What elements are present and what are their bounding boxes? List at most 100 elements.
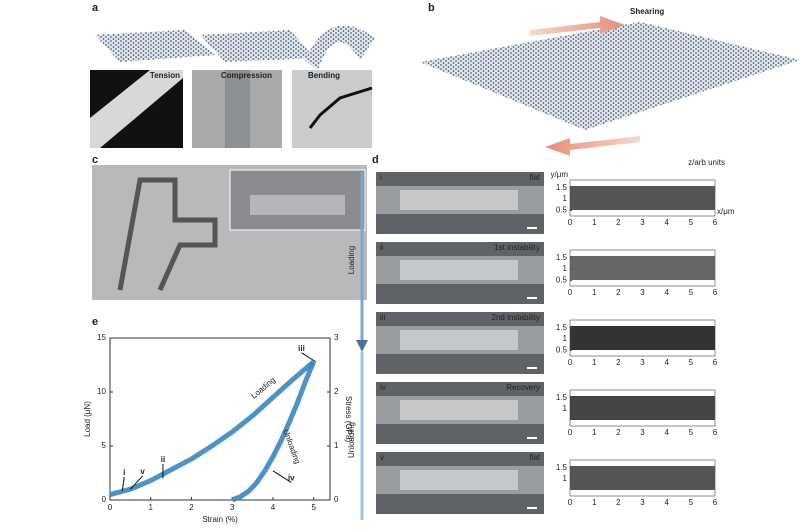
x-tick-label: 4 [664,358,669,367]
y-tick-label: 1 [563,264,568,273]
x-tick-label: 3 [230,503,235,512]
x-tick-label: 1 [592,218,597,227]
curve [231,360,317,503]
curve [109,359,316,498]
panel-label: c [92,154,98,166]
x-tick-label: 2 [616,288,621,297]
lattice-sheet [420,22,800,130]
y2-tick-label: 2 [334,387,339,396]
x-tick-label: 0 [568,498,573,507]
x-tick-label: 6 [713,358,718,367]
x-tick-label: 1 [592,428,597,437]
sem-image [292,70,372,148]
row-roman: iv [380,383,386,392]
sem-feature [308,86,373,129]
x-tick-label: 0 [568,288,573,297]
sem-feature [400,190,518,210]
panel-label: d [372,154,379,166]
x-tick-label: 1 [592,288,597,297]
y-tick-label: 0.5 [556,205,568,214]
sem-feature [400,400,518,420]
loading-label: Loading [347,246,356,274]
y-tick-label: 1.5 [556,253,568,262]
sem-feature [400,470,518,490]
y-tick-label: 5 [102,441,107,450]
plot-frame [109,337,331,501]
x-tick-label: 6 [713,498,718,507]
image-label: Compression [221,71,272,80]
x-tick-label: 5 [689,288,694,297]
x-tick-label: 4 [664,218,669,227]
shear-arrow [530,16,625,36]
sem-feature [225,70,250,148]
x-tick-label: 6 [713,288,718,297]
x-tick-label: 2 [616,218,621,227]
x-tick-label: 1 [592,498,597,507]
pointer [130,475,143,490]
shear-arrow [545,136,640,156]
pointer [121,476,125,492]
point-label: iii [298,344,305,353]
y-tick-label: 1 [563,334,568,343]
height-map [570,396,715,420]
row-state: 2nd instability [492,313,540,322]
y2-tick-label: 1 [334,441,339,450]
y-tick-label: 1.5 [556,323,568,332]
row-roman: iii [380,313,386,322]
inset-feature [250,195,345,215]
x-tick-label: 3 [640,498,645,507]
x-tick-label: 2 [616,358,621,367]
loading-arrow-head [356,340,368,352]
x-tick-label: 2 [616,498,621,507]
row-roman: v [380,453,384,462]
x-tick-label: 1 [592,358,597,367]
y2-tick-label: 3 [334,333,339,342]
y-tick-label: 1 [563,194,568,203]
point-label: iv [288,474,295,483]
x-tick-label: 3 [640,428,645,437]
y-tick-label: 1 [563,404,568,413]
x-tick-label: 0 [568,428,573,437]
height-map [570,186,715,210]
y-tick-label: 0.5 [556,345,568,354]
x-tick-label: 4 [664,498,669,507]
row-state: flat [529,173,540,182]
x-tick-label: 0 [568,218,573,227]
x-tick-label: 6 [713,218,718,227]
row-state: Recovery [506,383,540,392]
x-tick-label: 2 [189,503,194,512]
sem-feature [400,260,518,280]
device-feature [117,177,218,292]
y-tick-label: 0.5 [556,275,568,284]
panel-label: a [92,2,99,14]
y2-tick-label: 0 [334,495,339,504]
x-tick-label: 5 [689,498,694,507]
x-tick-label: 4 [271,503,276,512]
y-tick-label: 1.5 [556,183,568,192]
x-tick-label: 5 [689,358,694,367]
y2-label: Stress (GPa) [344,396,353,443]
row-roman: i [380,173,382,182]
x-tick-label: 5 [689,428,694,437]
y-tick-label: 1.5 [556,463,568,472]
pointer [272,470,292,483]
sem-feature [400,330,518,350]
row-state: flat [529,453,540,462]
row-state: 1st instability [494,243,540,252]
x-tick-label: 4 [664,428,669,437]
x-tick-label: 3 [640,218,645,227]
y-tick-label: 0 [102,495,107,504]
point-label: ii [161,455,165,464]
panel-label: b [428,2,435,14]
y-label: Load (μN) [83,401,92,437]
x-tick-label: 2 [616,428,621,437]
panel-label: e [92,316,98,328]
height-map [570,326,715,350]
x-tick-label: 4 [664,288,669,297]
lattice-sheet [305,25,375,70]
x-tick-label: 0 [568,358,573,367]
y-tick-label: 1 [563,474,568,483]
row-roman: ii [380,243,384,252]
x-tick-label: 3 [640,358,645,367]
